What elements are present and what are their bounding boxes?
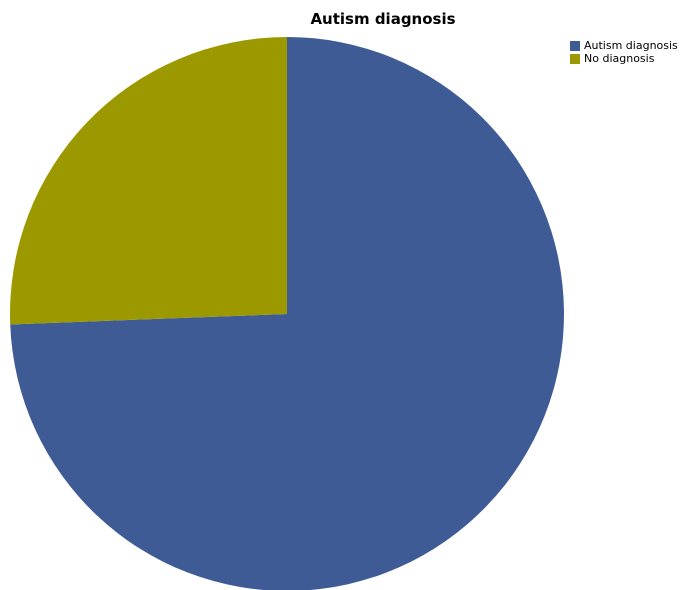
legend-swatch — [570, 40, 580, 51]
legend-label: No diagnosis — [584, 52, 655, 65]
legend-label: Autism diagnosis — [584, 39, 678, 52]
pie-slices — [10, 37, 564, 590]
legend-item: No diagnosis — [570, 52, 678, 65]
chart-title: Autism diagnosis — [310, 10, 456, 28]
legend-swatch — [570, 53, 580, 64]
chart-legend: Autism diagnosis No diagnosis — [570, 39, 678, 65]
pie-slice-autism-diagnosis — [10, 37, 564, 590]
pie-slice-no-diagnosis — [10, 37, 288, 325]
legend-item: Autism diagnosis — [570, 39, 678, 52]
